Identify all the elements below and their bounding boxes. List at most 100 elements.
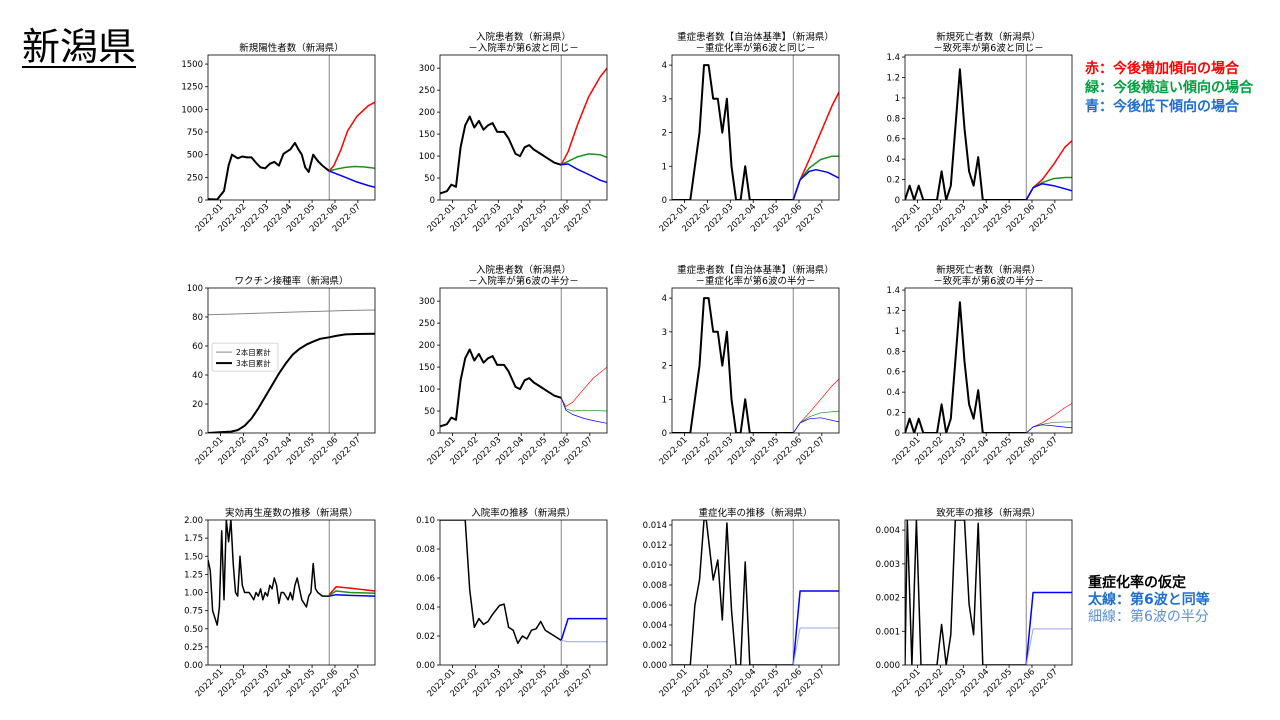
series-line-2 (560, 397, 607, 412)
scenario-legend: 赤：今後増加傾向の場合 緑：今後横這い傾向の場合 青：今後低下傾向の場合 (1085, 60, 1253, 117)
series-line-1 (328, 585, 375, 596)
series-line-3 (1025, 182, 1072, 200)
chart-title: ワクチン接種率（新潟県） (234, 275, 348, 287)
plot-frame (207, 54, 376, 201)
chart-c5: ワクチン接種率（新潟県）0204060801002022-012022-0220… (187, 275, 376, 467)
plot-frame (671, 54, 840, 201)
y-tick-label: 1.2 (886, 73, 900, 83)
y-tick-label: 2.00 (184, 516, 203, 526)
chart-c7: 重症患者数【自治体基準】（新潟県）－重症化率が第6波の半分－012342022-… (658, 264, 840, 467)
y-tick-label: 80 (192, 313, 203, 323)
y-tick-label: 3 (662, 95, 667, 105)
chart-title: 致死率の推移（新潟県） (936, 507, 1041, 519)
chart-c3: 重症患者数【自治体基準】（新潟県）－重症化率が第6波と同じ－012342022-… (658, 31, 840, 234)
y-tick-label: 0 (430, 429, 435, 439)
y-tick-label: 4 (662, 61, 667, 71)
y-tick-label: 0.6 (886, 368, 900, 378)
chart-title: 実効再生産数の推移（新潟県） (225, 507, 358, 519)
y-tick-label: 100 (419, 385, 435, 395)
y-tick-label: 100 (187, 284, 203, 294)
series-line-0 (208, 309, 375, 316)
chart-c10: 入院率の推移（新潟県）0.000.020.040.060.080.102022-… (416, 507, 608, 699)
scenario-legend-blue: 青：今後低下傾向の場合 (1085, 99, 1239, 115)
series-line-3 (1025, 424, 1072, 433)
series-line-1 (560, 366, 607, 407)
y-tick-label: 0.2 (886, 409, 900, 419)
y-tick-label: 0.2 (886, 176, 900, 186)
y-tick-label: 0.003 (876, 560, 900, 570)
legend-label: 2本目累計 (236, 347, 271, 357)
y-tick-label: 0.04 (416, 603, 435, 613)
y-tick-label: 0.8 (886, 114, 900, 124)
y-tick-label: 0.000 (643, 661, 667, 671)
y-tick-label: 0.002 (643, 641, 667, 651)
chart-title: 新規死亡者数（新潟県） (936, 264, 1041, 276)
y-tick-label: 0.08 (416, 545, 435, 555)
plot-frame (439, 287, 608, 434)
y-tick-label: 1.4 (886, 286, 900, 296)
series-line-3 (329, 593, 375, 597)
series-line-3 (792, 168, 839, 200)
chart-c9: 実効再生産数の推移（新潟県） 0.00 0.25 0.50 0.75 1.00 1.25 1.… (184, 507, 376, 699)
plot-frame (671, 519, 840, 666)
assumption-legend: 重症化率の仮定 太線：第6波と同等 細線：第6波の半分 (1088, 575, 1210, 626)
chart-title: －入院率が第6波と同じ－ (468, 42, 579, 54)
chart-c1: 新規陽性者数（新潟県）02505007501000125015002022-01… (181, 42, 376, 234)
series-line-3 (328, 170, 375, 189)
y-tick-label: 0.010 (643, 561, 667, 571)
plot-frame (439, 519, 608, 666)
y-tick-label: 0 (895, 429, 900, 439)
chart-title: 重症患者数【自治体基準】（新潟県） (677, 264, 834, 276)
y-tick-label: 0.004 (643, 621, 667, 631)
y-tick-label: 0.000 (876, 661, 900, 671)
y-tick-label: 100 (419, 152, 435, 162)
series-line-1 (792, 91, 839, 200)
scenario-legend-green: 緑：今後横這い傾向の場合 (1085, 80, 1253, 96)
y-tick-label: 0.06 (416, 574, 435, 584)
page-title: 新潟県 (22, 25, 137, 69)
y-tick-label: 2 (662, 362, 667, 372)
y-tick-label: 0.014 (643, 521, 667, 531)
y-tick-label: 0 (895, 196, 900, 206)
y-tick-label: 150 (419, 130, 435, 140)
y-tick-label: 1.25 (184, 570, 203, 580)
y-tick-label: 2 (662, 129, 667, 139)
chart-c4: 新規死亡者数（新潟県）－致死率が第6波と同じ－ 0 0.2 0.4 0.6 0.8 1 1.2… (886, 31, 1073, 234)
y-tick-label: 1.75 (184, 534, 203, 544)
chart-title: －重症化率が第6波と同じ－ (695, 42, 815, 54)
chart-title: 重症化率の推移（新潟県） (698, 507, 812, 519)
y-tick-label: 0 (430, 196, 435, 206)
y-tick-label: 0.012 (643, 541, 667, 551)
y-tick-label: 1 (662, 162, 667, 172)
assumption-legend-thin: 細線：第6波の半分 (1088, 609, 1209, 625)
chart-title: 新規陽性者数（新潟県） (239, 42, 344, 54)
y-tick-label: 500 (187, 151, 203, 161)
series-line-0 (440, 348, 562, 428)
series-line-0 (905, 301, 1027, 433)
y-tick-label: 20 (192, 400, 203, 410)
series-line-1 (1025, 591, 1072, 665)
series-line-3 (792, 417, 839, 433)
scenario-legend-red: 赤：今後増加傾向の場合 (1085, 61, 1239, 77)
y-tick-label: 0.00 (184, 661, 203, 671)
y-tick-label: 1.00 (184, 589, 203, 599)
y-tick-label: 0.008 (643, 581, 667, 591)
series-line-2 (328, 590, 375, 597)
chart-title: 入院患者数（新潟県） (476, 264, 571, 276)
series-line-1 (560, 67, 607, 166)
y-tick-label: 0.25 (184, 643, 203, 653)
y-tick-label: 1500 (181, 60, 203, 70)
y-tick-label: 1 (662, 395, 667, 405)
y-tick-label: 250 (419, 319, 435, 329)
y-tick-label: 1000 (181, 105, 203, 115)
y-tick-label: 50 (424, 174, 435, 184)
assumption-legend-thick: 太線：第6波と同等 (1088, 592, 1210, 608)
legend-label: 3本目累計 (236, 358, 271, 368)
plot-frame (439, 54, 608, 201)
assumption-legend-title: 重症化率の仮定 (1088, 575, 1186, 591)
y-tick-label: 0.75 (184, 607, 203, 617)
y-tick-label: 0 (198, 196, 203, 206)
y-tick-label: 1.2 (886, 306, 900, 316)
y-tick-label: 0.004 (876, 526, 900, 536)
